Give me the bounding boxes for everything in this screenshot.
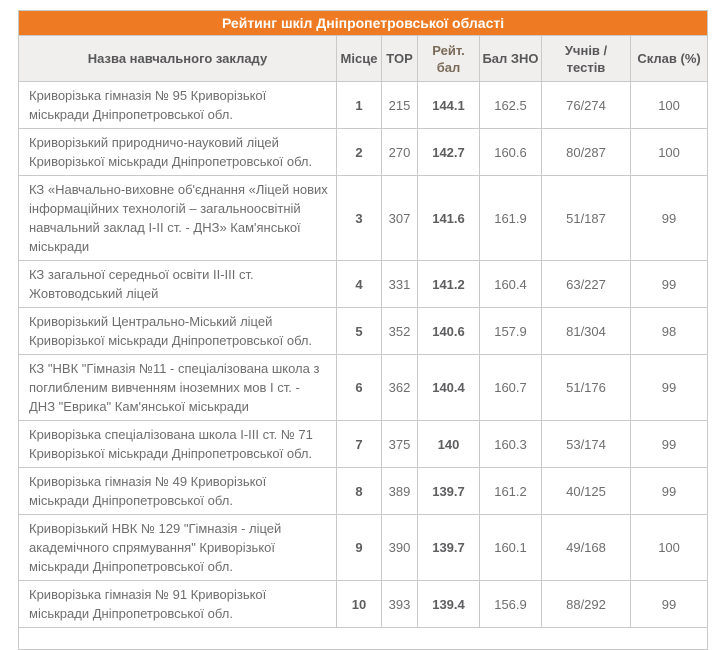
zno-score-value: 161.2 xyxy=(479,467,542,515)
top-value: 362 xyxy=(381,354,418,421)
place-value: 8 xyxy=(336,467,382,515)
table-row: КЗ "НВК "Гімназія №11 - спеціалізована ш… xyxy=(18,354,709,421)
rating-score-value: 144.1 xyxy=(417,81,480,129)
students-tests-value: 81/304 xyxy=(541,307,631,355)
column-header-top: TOP xyxy=(381,35,418,82)
school-name: Криворізька гімназія № 95 Криворізької м… xyxy=(18,81,337,129)
rating-score-value: 142.7 xyxy=(417,128,480,176)
column-header-rating-score[interactable]: Рейт. бал xyxy=(417,35,480,82)
rating-score-value: 140.4 xyxy=(417,354,480,421)
table-row: Криворізька гімназія № 91 Криворізької м… xyxy=(18,580,709,628)
school-name: Криворізький природничо-науковий ліцей К… xyxy=(18,128,337,176)
place-value: 10 xyxy=(336,580,382,628)
top-value: 307 xyxy=(381,175,418,261)
top-value: 270 xyxy=(381,128,418,176)
rating-score-value: 140 xyxy=(417,420,480,468)
students-tests-value: 76/274 xyxy=(541,81,631,129)
column-header-school-name: Назва навчального закладу xyxy=(18,35,337,82)
table-row: КЗ загальної середньої освіти ІІ-ІІІ ст.… xyxy=(18,260,709,308)
top-value: 331 xyxy=(381,260,418,308)
place-value: 2 xyxy=(336,128,382,176)
top-value: 393 xyxy=(381,580,418,628)
school-name: Криворізький НВК № 129 "Гімназія - ліцей… xyxy=(18,514,337,581)
rating-score-value: 141.2 xyxy=(417,260,480,308)
table-title: Рейтинг шкіл Дніпропетровської області xyxy=(17,10,709,36)
students-tests-value: 51/187 xyxy=(541,175,631,261)
passed-percent-value: 99 xyxy=(629,175,709,261)
header-row: Назва навчального закладу Місце TOP Рейт… xyxy=(18,35,709,82)
rating-score-value: 139.4 xyxy=(417,580,480,628)
passed-percent-value: 100 xyxy=(629,514,709,581)
rating-score-value: 140.6 xyxy=(417,307,480,355)
table-row: Криворізька гімназія № 95 Криворізької м… xyxy=(18,81,709,129)
school-name: Криворізька гімназія № 49 Криворізької м… xyxy=(18,467,337,515)
column-header-passed-percent: Склав (%) xyxy=(629,35,709,82)
students-tests-value: 49/168 xyxy=(541,514,631,581)
top-value: 389 xyxy=(381,467,418,515)
passed-percent-value: 99 xyxy=(629,354,709,421)
students-tests-value: 88/292 xyxy=(541,580,631,628)
zno-score-value: 160.3 xyxy=(479,420,542,468)
zno-score-value: 156.9 xyxy=(479,580,542,628)
passed-percent-value: 100 xyxy=(629,128,709,176)
table-row: Криворізька гімназія № 49 Криворізької м… xyxy=(18,467,709,515)
students-tests-value: 40/125 xyxy=(541,467,631,515)
column-header-zno-score: Бал ЗНО xyxy=(479,35,542,82)
zno-score-value: 160.4 xyxy=(479,260,542,308)
passed-percent-value: 99 xyxy=(629,580,709,628)
rating-score-value: 139.7 xyxy=(417,514,480,581)
rating-score-value: 139.7 xyxy=(417,467,480,515)
place-value: 3 xyxy=(336,175,382,261)
school-name: Криворізька спеціалізована школа І-ІІІ с… xyxy=(18,420,337,468)
passed-percent-value: 100 xyxy=(629,81,709,129)
title-row: Рейтинг шкіл Дніпропетровської області xyxy=(17,10,709,36)
table-body: Криворізька гімназія № 95 Криворізької м… xyxy=(17,81,709,650)
students-tests-value: 80/287 xyxy=(541,128,631,176)
place-value: 5 xyxy=(336,307,382,355)
zno-score-value: 160.6 xyxy=(479,128,542,176)
zno-score-value: 162.5 xyxy=(479,81,542,129)
school-name: КЗ загальної середньої освіти ІІ-ІІІ ст.… xyxy=(18,260,337,308)
school-rating-table: Рейтинг шкіл Дніпропетровської області Н… xyxy=(17,10,709,650)
passed-percent-value: 99 xyxy=(629,467,709,515)
table-row: Криворізький НВК № 129 "Гімназія - ліцей… xyxy=(18,514,709,581)
rating-score-value: 141.6 xyxy=(417,175,480,261)
column-header-students-tests: Учнів / тестів xyxy=(541,35,631,82)
school-name: Криворізька гімназія № 91 Криворізької м… xyxy=(18,580,337,628)
school-name: Криворізький Центрально-Міський ліцей Кр… xyxy=(18,307,337,355)
column-header-place: Місце xyxy=(336,35,382,82)
place-value: 7 xyxy=(336,420,382,468)
school-name: КЗ "НВК "Гімназія №11 - спеціалізована ш… xyxy=(18,354,337,421)
zno-score-value: 160.7 xyxy=(479,354,542,421)
place-value: 6 xyxy=(336,354,382,421)
school-name: КЗ «Навчально-виховне об'єднання «Ліцей … xyxy=(18,175,337,261)
top-value: 215 xyxy=(381,81,418,129)
passed-percent-value: 98 xyxy=(629,307,709,355)
place-value: 1 xyxy=(336,81,382,129)
place-value: 9 xyxy=(336,514,382,581)
passed-percent-value: 99 xyxy=(629,420,709,468)
table-row: Криворізький природничо-науковий ліцей К… xyxy=(18,128,709,176)
top-value: 390 xyxy=(381,514,418,581)
table-row: КЗ «Навчально-виховне об'єднання «Ліцей … xyxy=(18,175,709,261)
zno-score-value: 157.9 xyxy=(479,307,542,355)
place-value: 4 xyxy=(336,260,382,308)
zno-score-value: 161.9 xyxy=(479,175,542,261)
passed-percent-value: 99 xyxy=(629,260,709,308)
top-value: 375 xyxy=(381,420,418,468)
table-row: Криворізький Центрально-Міський ліцей Кр… xyxy=(18,307,709,355)
top-value: 352 xyxy=(381,307,418,355)
zno-score-value: 160.1 xyxy=(479,514,542,581)
students-tests-value: 51/176 xyxy=(541,354,631,421)
table-row-partial xyxy=(17,627,709,650)
table-row: Криворізька спеціалізована школа І-ІІІ с… xyxy=(18,420,709,468)
students-tests-value: 53/174 xyxy=(541,420,631,468)
partial-row-cell xyxy=(17,627,709,650)
students-tests-value: 63/227 xyxy=(541,260,631,308)
